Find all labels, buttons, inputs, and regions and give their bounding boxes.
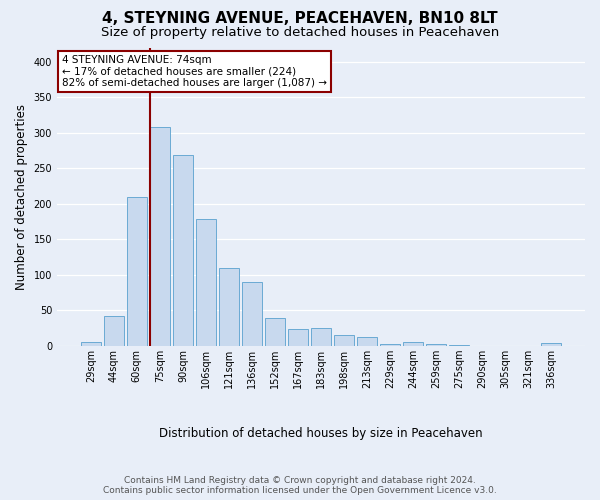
Bar <box>150 127 170 346</box>
Y-axis label: Number of detached properties: Number of detached properties <box>15 104 28 290</box>
Text: Contains HM Land Registry data © Crown copyright and database right 2024.
Contai: Contains HM Land Registry data © Crown c… <box>103 476 497 495</box>
Bar <box>357 338 377 346</box>
Bar <box>81 342 101 346</box>
X-axis label: Distribution of detached houses by size in Peacehaven: Distribution of detached houses by size … <box>159 427 483 440</box>
Text: 4, STEYNING AVENUE, PEACEHAVEN, BN10 8LT: 4, STEYNING AVENUE, PEACEHAVEN, BN10 8LT <box>102 11 498 26</box>
Bar <box>541 343 561 346</box>
Bar <box>104 316 124 346</box>
Text: 4 STEYNING AVENUE: 74sqm
← 17% of detached houses are smaller (224)
82% of semi-: 4 STEYNING AVENUE: 74sqm ← 17% of detach… <box>62 55 328 88</box>
Text: Size of property relative to detached houses in Peacehaven: Size of property relative to detached ho… <box>101 26 499 39</box>
Bar <box>127 198 146 346</box>
Bar <box>173 155 193 346</box>
Bar <box>334 335 354 346</box>
Bar <box>449 345 469 346</box>
Bar <box>380 344 400 346</box>
Bar <box>242 282 262 346</box>
Bar <box>403 342 423 346</box>
Bar <box>196 218 216 346</box>
Bar <box>427 344 446 346</box>
Bar <box>219 268 239 346</box>
Bar <box>311 328 331 346</box>
Bar <box>265 318 285 346</box>
Bar <box>288 330 308 346</box>
